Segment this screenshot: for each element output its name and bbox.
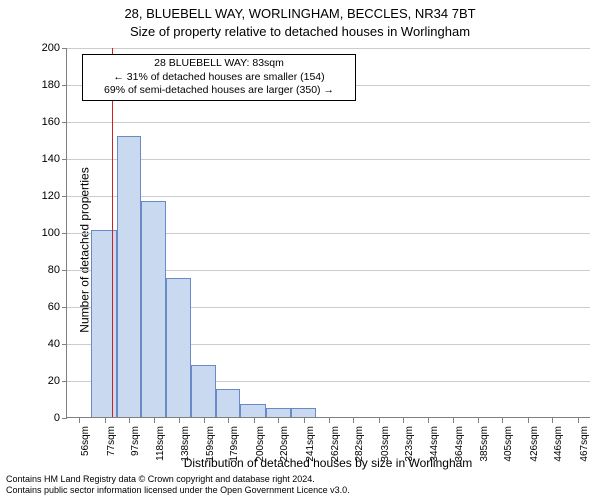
histogram-bar xyxy=(240,404,265,417)
x-tick xyxy=(353,418,354,423)
y-tick xyxy=(62,381,67,382)
x-tick-label: 118sqm xyxy=(155,426,166,466)
x-tick xyxy=(304,418,305,423)
y-tick xyxy=(62,344,67,345)
chart-container: 28, BLUEBELL WAY, WORLINGHAM, BECCLES, N… xyxy=(0,0,600,500)
y-tick-label: 60 xyxy=(48,301,60,313)
histogram-bar xyxy=(117,136,141,417)
annotation-box: 28 BLUEBELL WAY: 83sqm← 31% of detached … xyxy=(82,54,356,101)
title-line-2: Size of property relative to detached ho… xyxy=(0,24,600,39)
plot-area: 28 BLUEBELL WAY: 83sqm← 31% of detached … xyxy=(66,48,590,418)
histogram-bar xyxy=(191,365,216,417)
histogram-bar xyxy=(141,201,166,417)
x-tick xyxy=(204,418,205,423)
y-tick xyxy=(62,48,67,49)
x-tick xyxy=(254,418,255,423)
y-tick xyxy=(62,196,67,197)
x-tick xyxy=(129,418,130,423)
histogram-bar xyxy=(91,230,116,417)
footer-line-1: Contains HM Land Registry data © Crown c… xyxy=(6,474,350,485)
y-tick xyxy=(62,418,67,419)
x-tick-label: 138sqm xyxy=(180,426,191,466)
x-tick xyxy=(79,418,80,423)
x-tick xyxy=(179,418,180,423)
histogram-bar xyxy=(291,408,315,417)
x-tick-label: 323sqm xyxy=(404,426,415,466)
y-tick-label: 140 xyxy=(42,153,60,165)
y-tick-label: 100 xyxy=(42,227,60,239)
x-tick xyxy=(105,418,106,423)
y-tick xyxy=(62,307,67,308)
y-tick-label: 80 xyxy=(48,264,60,276)
x-tick-label: 467sqm xyxy=(579,426,590,466)
x-tick-label: 405sqm xyxy=(503,426,514,466)
y-tick-label: 120 xyxy=(42,190,60,202)
footer-attribution: Contains HM Land Registry data © Crown c… xyxy=(6,474,350,496)
annotation-line-1: 28 BLUEBELL WAY: 83sqm xyxy=(89,57,349,71)
y-tick-label: 200 xyxy=(42,42,60,54)
y-tick-label: 160 xyxy=(42,116,60,128)
x-tick-label: 200sqm xyxy=(255,426,266,466)
gridline xyxy=(67,159,590,160)
x-tick-label: 241sqm xyxy=(305,426,316,466)
x-tick-label: 97sqm xyxy=(130,426,141,466)
x-tick xyxy=(403,418,404,423)
histogram-bar xyxy=(166,278,190,417)
x-tick xyxy=(453,418,454,423)
x-tick xyxy=(154,418,155,423)
annotation-line-2: ← 31% of detached houses are smaller (15… xyxy=(89,71,349,85)
x-tick xyxy=(552,418,553,423)
x-tick-label: 77sqm xyxy=(106,426,117,466)
x-tick xyxy=(578,418,579,423)
x-tick xyxy=(329,418,330,423)
y-tick-label: 0 xyxy=(54,412,60,424)
y-tick-label: 180 xyxy=(42,79,60,91)
y-tick-label: 40 xyxy=(48,338,60,350)
x-tick xyxy=(428,418,429,423)
x-tick-label: 282sqm xyxy=(354,426,365,466)
y-tick xyxy=(62,122,67,123)
annotation-line-3: 69% of semi-detached houses are larger (… xyxy=(89,84,349,98)
y-tick xyxy=(62,233,67,234)
property-marker-line xyxy=(112,48,113,417)
x-tick-label: 262sqm xyxy=(330,426,341,466)
y-tick xyxy=(62,159,67,160)
x-tick-label: 446sqm xyxy=(553,426,564,466)
x-tick xyxy=(478,418,479,423)
x-tick xyxy=(379,418,380,423)
x-tick-label: 303sqm xyxy=(380,426,391,466)
x-tick xyxy=(528,418,529,423)
x-tick-label: 344sqm xyxy=(429,426,440,466)
x-tick xyxy=(228,418,229,423)
x-tick-label: 56sqm xyxy=(80,426,91,466)
histogram-bar xyxy=(266,408,291,417)
y-tick xyxy=(62,85,67,86)
y-tick-label: 20 xyxy=(48,375,60,387)
x-tick-label: 179sqm xyxy=(229,426,240,466)
x-tick-label: 220sqm xyxy=(279,426,290,466)
histogram-bar xyxy=(216,389,240,417)
x-tick-label: 159sqm xyxy=(205,426,216,466)
x-tick-label: 385sqm xyxy=(479,426,490,466)
footer-line-2: Contains public sector information licen… xyxy=(6,485,350,496)
gridline xyxy=(67,122,590,123)
x-tick xyxy=(502,418,503,423)
x-tick-label: 426sqm xyxy=(529,426,540,466)
title-line-1: 28, BLUEBELL WAY, WORLINGHAM, BECCLES, N… xyxy=(0,6,600,21)
gridline xyxy=(67,196,590,197)
y-tick xyxy=(62,270,67,271)
x-tick-label: 364sqm xyxy=(454,426,465,466)
x-tick xyxy=(278,418,279,423)
gridline xyxy=(67,48,590,49)
